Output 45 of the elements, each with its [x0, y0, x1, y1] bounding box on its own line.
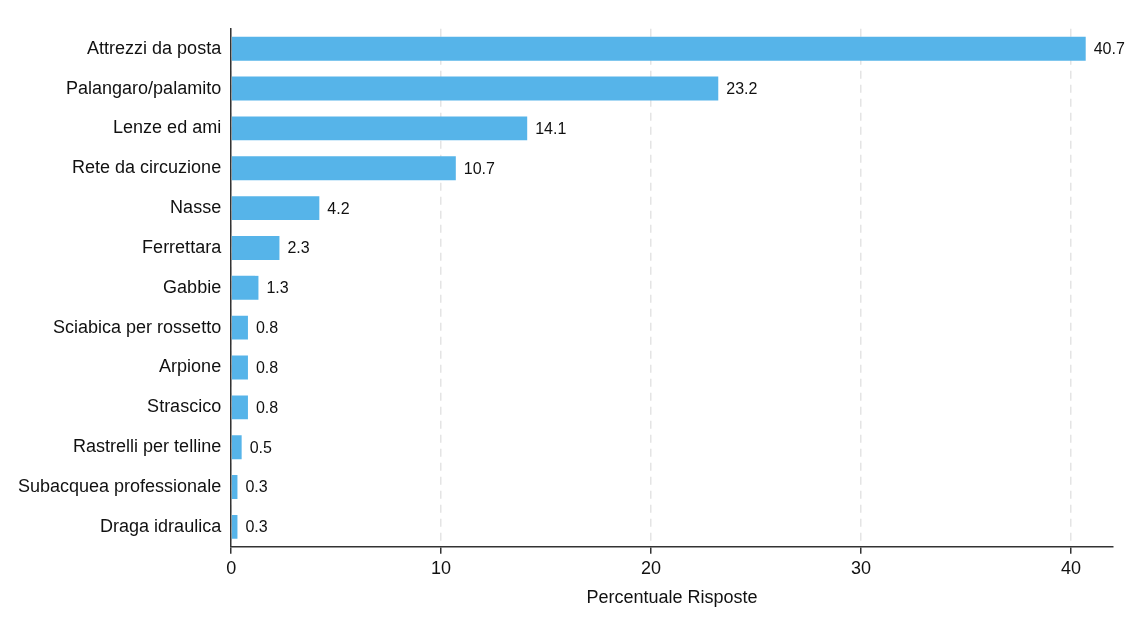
y-tick-label: Rete da circuzione — [72, 157, 222, 178]
y-tick-label: Strascico — [147, 396, 222, 417]
x-tick-label: 20 — [641, 557, 662, 578]
bar — [231, 435, 242, 460]
y-tick-label: Lenze ed ami — [113, 117, 222, 138]
bar — [231, 315, 248, 340]
y-tick-label: Palangaro/palamito — [66, 77, 222, 98]
bar — [231, 76, 719, 101]
data-label: 23.2 — [726, 79, 758, 97]
x-tick-label: 30 — [851, 557, 872, 578]
y-tick-label: Arpione — [159, 356, 222, 377]
data-label: 0.8 — [255, 319, 279, 337]
bar — [231, 355, 248, 380]
y-tick-label: Draga idraulica — [100, 515, 223, 536]
y-tick-label: Rastrelli per telline — [73, 436, 222, 457]
data-label: 0.5 — [249, 438, 272, 456]
data-label: 0.3 — [245, 518, 268, 536]
y-tick-label: Sciabica per rossetto — [53, 316, 222, 337]
x-axis-title: Percentuale Risposte — [586, 587, 758, 608]
bar — [231, 275, 259, 300]
y-tick-label: Attrezzi da posta — [87, 37, 223, 58]
bar — [231, 196, 320, 221]
data-label: 1.3 — [266, 279, 289, 297]
data-label: 4.2 — [327, 199, 350, 217]
data-label: 0.8 — [255, 358, 279, 376]
bar — [231, 514, 238, 539]
x-tick-label: 0 — [226, 557, 237, 578]
bar — [231, 36, 1086, 61]
data-label: 0.8 — [255, 398, 279, 416]
y-tick-label: Gabbie — [163, 276, 222, 297]
data-label: 10.7 — [463, 159, 496, 177]
data-label: 14.1 — [535, 119, 567, 137]
data-label: 0.3 — [245, 478, 268, 496]
data-label: 2.3 — [287, 239, 310, 257]
x-tick-label: 10 — [431, 557, 452, 578]
y-tick-label: Nasse — [170, 197, 222, 218]
bar — [231, 116, 528, 141]
data-label: 40.7 — [1093, 40, 1125, 58]
y-tick-label: Ferrettara — [142, 236, 223, 257]
bar — [231, 236, 280, 260]
bar — [231, 156, 456, 181]
bar — [231, 395, 248, 420]
y-tick-label: Subacquea professionale — [17, 476, 222, 496]
bar — [231, 475, 238, 499]
x-tick-label: 40 — [1060, 557, 1082, 578]
